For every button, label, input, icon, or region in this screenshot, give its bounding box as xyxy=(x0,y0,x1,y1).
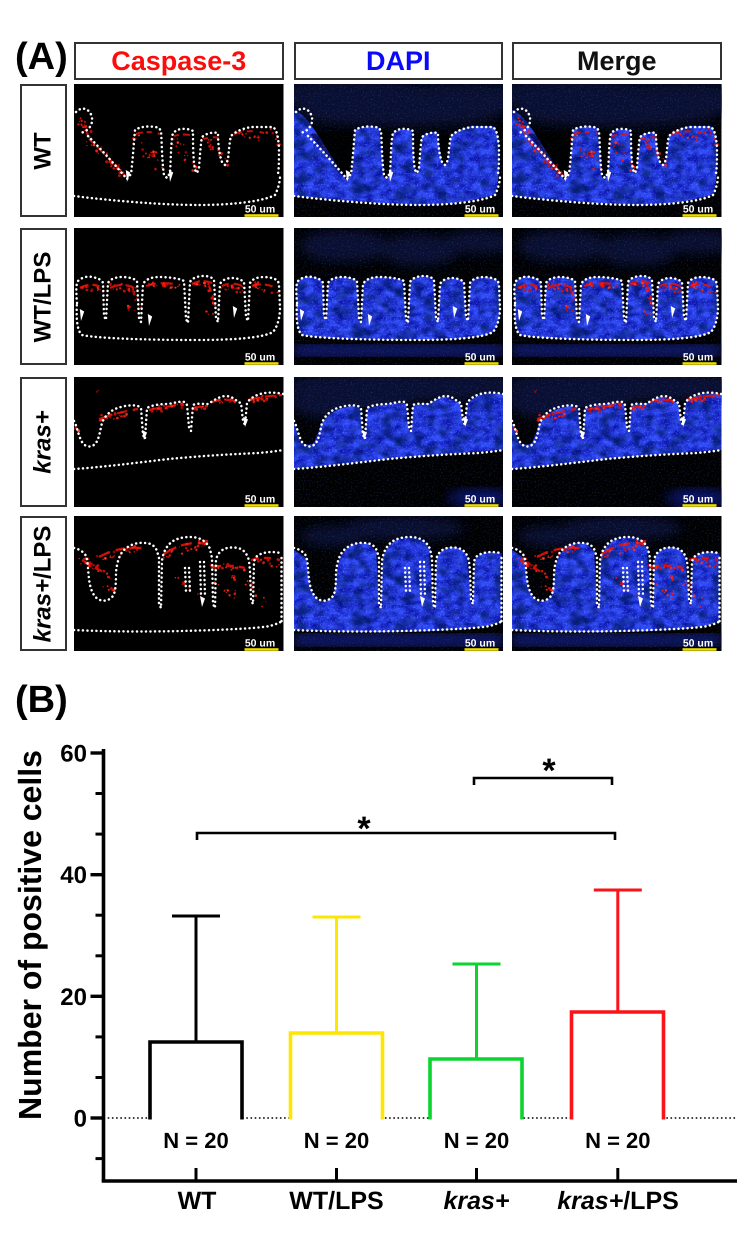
svg-text:N = 20: N = 20 xyxy=(585,1128,650,1153)
svg-text:50 um: 50 um xyxy=(464,204,494,216)
svg-text:WT/LPS: WT/LPS xyxy=(289,1187,383,1215)
svg-text:50 um: 50 um xyxy=(464,638,494,650)
svg-text:N = 20: N = 20 xyxy=(444,1128,509,1153)
svg-text:50 um: 50 um xyxy=(683,638,713,650)
svg-text:N = 20: N = 20 xyxy=(304,1128,369,1153)
svg-text:50 um: 50 um xyxy=(245,494,275,506)
svg-text:kras+/LPS: kras+/LPS xyxy=(557,1187,679,1215)
svg-text:50 um: 50 um xyxy=(464,352,494,364)
svg-text:kras+: kras+ xyxy=(443,1187,509,1215)
svg-text:50 um: 50 um xyxy=(683,352,713,364)
svg-text:*: * xyxy=(542,752,556,790)
svg-text:60: 60 xyxy=(60,741,87,768)
svg-text:50 um: 50 um xyxy=(245,352,275,364)
svg-text:50 um: 50 um xyxy=(683,204,713,216)
svg-text:40: 40 xyxy=(60,862,87,889)
svg-text:50 um: 50 um xyxy=(245,638,275,650)
svg-text:N = 20: N = 20 xyxy=(163,1128,228,1153)
svg-text:50 um: 50 um xyxy=(683,494,713,506)
svg-text:WT: WT xyxy=(178,1187,217,1215)
svg-text:50 um: 50 um xyxy=(464,494,494,506)
svg-text:*: * xyxy=(357,810,371,848)
svg-text:Number of positive cells: Number of positive cells xyxy=(12,750,48,1120)
svg-text:0: 0 xyxy=(74,1106,87,1133)
svg-text:50 um: 50 um xyxy=(245,204,275,216)
svg-text:20: 20 xyxy=(60,984,87,1011)
